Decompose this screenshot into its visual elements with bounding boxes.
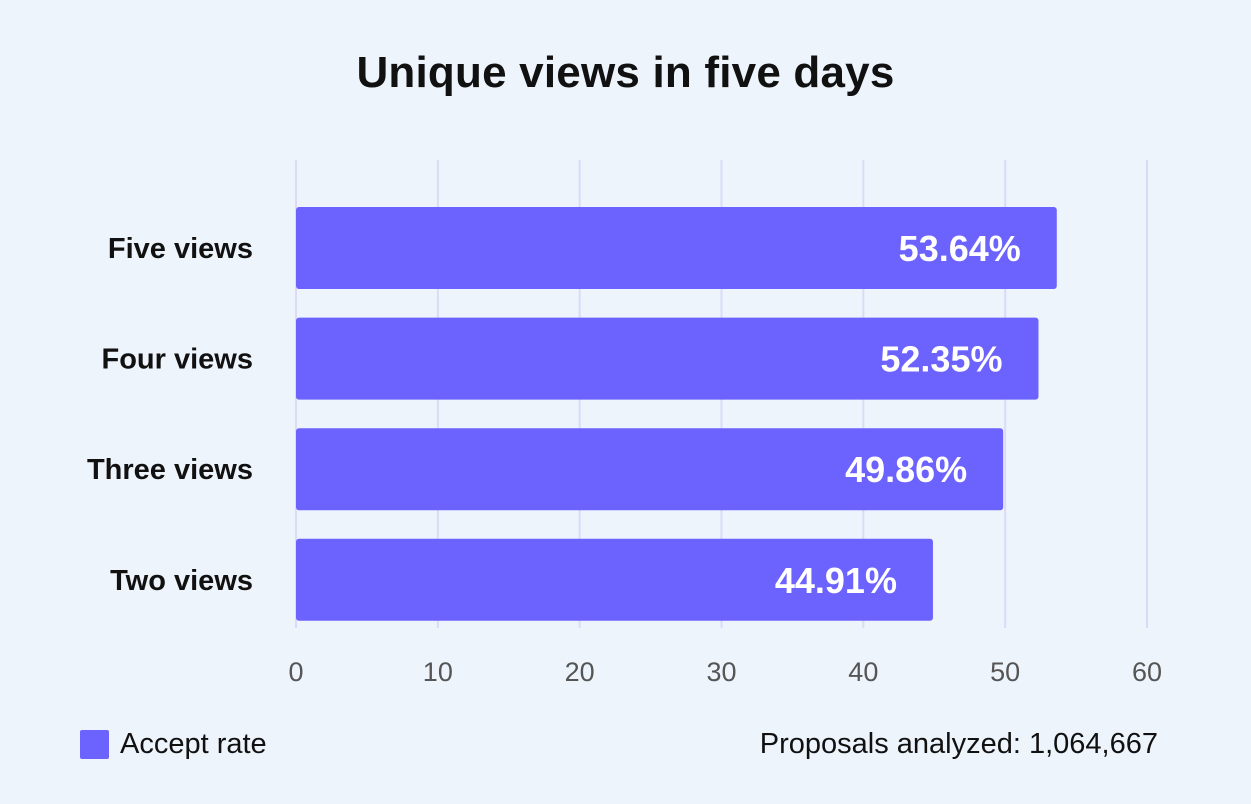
category-label: Two views [110,565,253,597]
data-label: 44.91% [775,560,897,601]
x-tick-label: 50 [990,657,1020,687]
bar [296,538,933,621]
chart-title: Unique views in five days [356,48,895,97]
bar [296,428,1004,511]
data-label: 53.64% [899,228,1021,269]
x-tick-label: 40 [848,657,878,687]
x-tick-label: 0 [288,657,303,687]
legend-swatch [80,730,109,759]
x-tick-label: 10 [423,657,453,687]
x-tick-label: 30 [706,657,736,687]
bar [296,317,1039,400]
legend-label: Accept rate [120,728,267,760]
category-label: Five views [108,233,253,265]
proposals-analyzed-note: Proposals analyzed: 1,064,667 [759,728,1158,760]
data-label: 49.86% [845,449,967,490]
x-tick-label: 60 [1132,657,1162,687]
bar [296,207,1057,289]
category-label: Four views [102,344,254,376]
data-label: 52.35% [880,339,1002,380]
legend: Accept rate [80,728,267,761]
category-label: Three views [87,454,253,486]
x-tick-label: 20 [565,657,595,687]
